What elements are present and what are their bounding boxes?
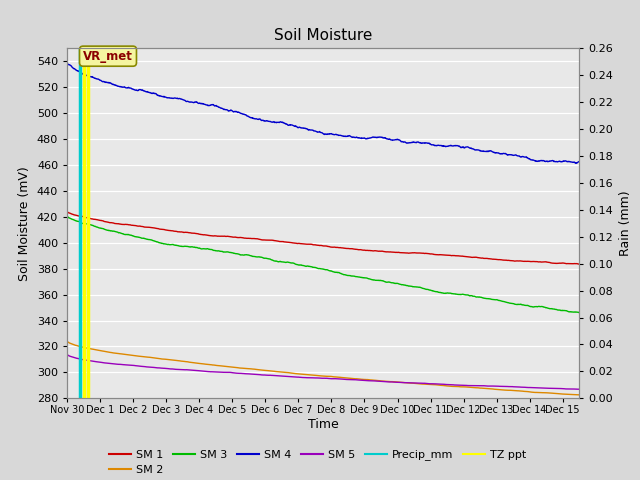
- Legend: SM 1, SM 2, SM 3, SM 4, SM 5, Precip_mm, TZ ppt: SM 1, SM 2, SM 3, SM 4, SM 5, Precip_mm,…: [109, 449, 527, 475]
- Text: VR_met: VR_met: [83, 49, 133, 63]
- X-axis label: Time: Time: [308, 418, 339, 431]
- Y-axis label: Soil Moisture (mV): Soil Moisture (mV): [19, 166, 31, 281]
- Title: Soil Moisture: Soil Moisture: [274, 28, 372, 43]
- Y-axis label: Rain (mm): Rain (mm): [619, 191, 632, 256]
